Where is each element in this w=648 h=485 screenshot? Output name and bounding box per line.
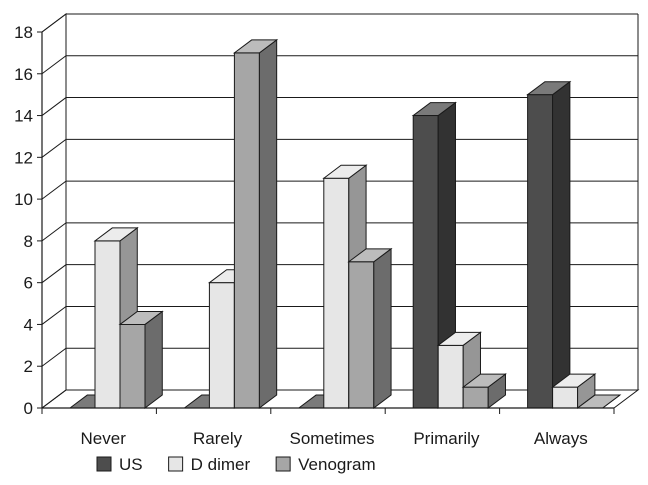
- bar-top: [436, 331, 482, 346]
- x-axis: Never Rarely Sometimes Primarily Always: [41, 407, 615, 448]
- legend-swatch: [275, 456, 291, 472]
- y-tick-label: 0: [24, 399, 33, 418]
- bar-front: [527, 94, 554, 409]
- bar: [232, 38, 279, 409]
- x-category-label: Never: [81, 429, 127, 448]
- legend-swatch: [168, 456, 184, 472]
- bar-front: [323, 177, 350, 409]
- y-tick-label: 18: [14, 23, 33, 42]
- bar-top: [411, 102, 457, 117]
- bar-top: [232, 39, 279, 54]
- y-axis: 0 2 4 6 8 10 12 14 16 18: [14, 23, 43, 418]
- bar-top: [93, 227, 139, 242]
- bar-top: [461, 373, 507, 388]
- legend-label: Venogram: [298, 455, 376, 474]
- bar: [461, 373, 507, 409]
- bar-top: [322, 164, 368, 179]
- bar: [118, 310, 164, 409]
- bar-front: [412, 115, 439, 409]
- legend-item: D dimer: [168, 455, 251, 474]
- y-tick-label: 6: [24, 274, 33, 293]
- bar: [347, 247, 393, 409]
- bar-side: [552, 80, 571, 409]
- bar-front: [233, 52, 260, 409]
- legend-item: Venogram: [275, 455, 376, 474]
- y-tick-label: 12: [14, 148, 33, 167]
- bar-top: [347, 248, 393, 263]
- chart-side-wall: [41, 13, 67, 409]
- bar-side: [373, 247, 392, 409]
- legend-swatch: [96, 456, 112, 472]
- legend-label: D dimer: [191, 455, 251, 474]
- y-tick-label: 16: [14, 65, 33, 84]
- bar-side: [144, 310, 163, 409]
- x-category-label: Primarily: [413, 429, 480, 448]
- bar: [551, 373, 597, 409]
- legend-label: US: [119, 455, 143, 474]
- legend-item: US: [96, 455, 143, 474]
- bar-front: [348, 261, 375, 409]
- x-category-label: Sometimes: [289, 429, 374, 448]
- bar-side: [258, 38, 278, 409]
- gridline: [41, 97, 638, 116]
- gridline: [41, 55, 638, 75]
- legend: US D dimer Venogram: [96, 455, 376, 474]
- bar-front: [94, 240, 121, 409]
- bar-front: [119, 323, 146, 409]
- bar: [526, 80, 572, 409]
- x-category-label: Rarely: [193, 429, 243, 448]
- y-tick-label: 14: [14, 107, 33, 126]
- bar-front: [208, 282, 235, 409]
- y-tick-label: 2: [24, 357, 33, 376]
- bar-front: [437, 344, 464, 409]
- y-tick-label: 4: [24, 315, 33, 334]
- y-tick-label: 10: [14, 190, 33, 209]
- bar-top: [118, 310, 164, 325]
- bar: [411, 101, 457, 409]
- bar-top: [526, 81, 572, 96]
- bar-top: [551, 373, 597, 388]
- bars: [68, 38, 622, 409]
- bar-front: [462, 386, 489, 409]
- gridline: [41, 13, 638, 33]
- x-category-label: Always: [534, 429, 588, 448]
- y-tick-label: 8: [24, 232, 33, 251]
- bar-front: [552, 386, 579, 409]
